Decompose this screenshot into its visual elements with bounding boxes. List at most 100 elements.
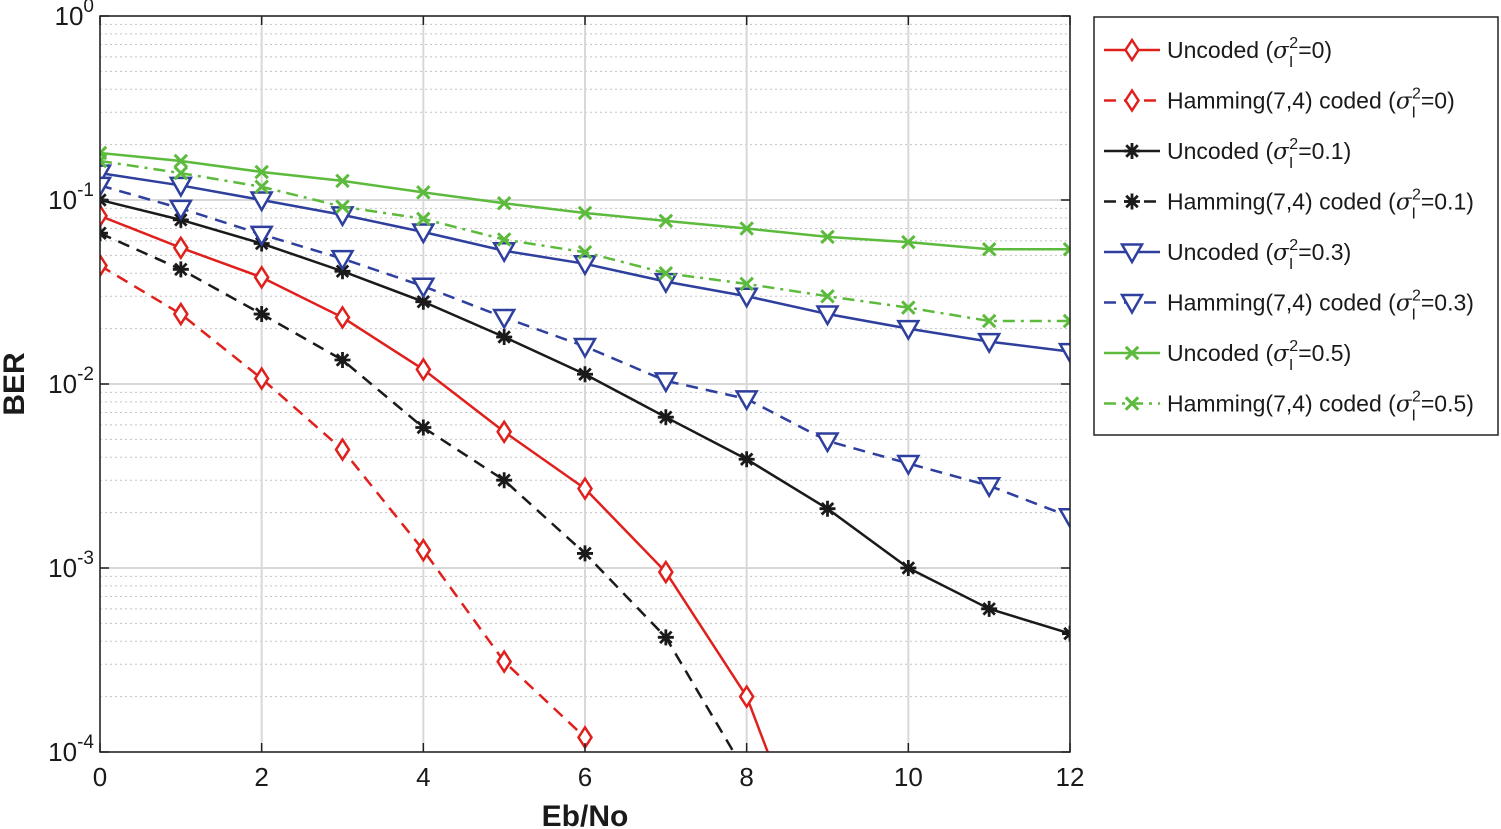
data-point xyxy=(981,313,997,329)
data-point xyxy=(334,305,351,330)
y-tick-label: 10-4 xyxy=(48,732,94,767)
data-point xyxy=(330,249,355,272)
data-point xyxy=(1124,143,1140,159)
grid xyxy=(99,15,1071,753)
ticks: 0 2 4 6 8 10 12 10-4 10-3 10-2 10-1 100 xyxy=(48,0,1084,792)
data-point xyxy=(577,476,593,501)
data-point xyxy=(168,176,193,198)
data-point xyxy=(577,366,593,383)
series-layer xyxy=(100,145,1070,752)
data-point xyxy=(253,306,270,323)
data-point xyxy=(896,319,921,342)
series-line xyxy=(100,264,586,739)
data-point xyxy=(577,244,593,260)
data-point xyxy=(173,153,189,169)
data-point xyxy=(1124,396,1140,411)
data-point xyxy=(173,165,189,181)
legend-item: Uncoded (σI2=0.5) xyxy=(1104,338,1351,374)
legend-label: Hamming(7,4) coded (σI2=0.5) xyxy=(1167,389,1474,425)
legend-label: Hamming(7,4) coded (σI2=0) xyxy=(1167,86,1455,122)
series-6 xyxy=(100,176,1070,530)
data-point xyxy=(734,390,759,412)
x-tick-label: 4 xyxy=(416,762,430,792)
data-point xyxy=(334,263,351,280)
data-point xyxy=(411,277,436,299)
data-point xyxy=(496,329,513,346)
data-point xyxy=(496,419,513,445)
data-point xyxy=(100,153,108,169)
data-point xyxy=(415,357,432,382)
data-point xyxy=(253,265,270,290)
legend-item: Uncoded (σI2=0) xyxy=(1104,35,1332,71)
data-point xyxy=(981,600,998,617)
data-point xyxy=(335,199,350,214)
legend-label: Hamming(7,4) coded (σI2=0.1) xyxy=(1167,187,1474,223)
x-tick-label: 0 xyxy=(93,762,107,792)
legend-item: Uncoded (σI2=0.3) xyxy=(1104,237,1351,273)
x-tick-label: 2 xyxy=(254,762,268,792)
data-point xyxy=(577,205,593,221)
data-point xyxy=(254,164,269,180)
data-point xyxy=(100,203,108,229)
data-point xyxy=(415,537,432,563)
x-axis-label: Eb/No xyxy=(542,800,629,829)
data-point xyxy=(1062,241,1070,257)
legend-label: Hamming(7,4) coded (σI2=0.3) xyxy=(1167,288,1474,324)
data-point xyxy=(1057,342,1070,365)
data-point xyxy=(100,176,113,198)
data-point xyxy=(1124,88,1140,113)
y-tick-label: 10-2 xyxy=(48,364,94,399)
data-point xyxy=(577,545,593,562)
data-point xyxy=(738,684,755,709)
data-point xyxy=(657,559,674,585)
data-point xyxy=(416,211,431,227)
data-point xyxy=(658,213,674,229)
data-point xyxy=(168,199,193,221)
y-axis-label: BER xyxy=(0,352,31,416)
data-point xyxy=(415,419,432,436)
legend-label: Uncoded (σI2=0.1) xyxy=(1167,136,1351,172)
data-point xyxy=(335,173,350,189)
series-1 xyxy=(100,203,770,752)
x-tick-label: 12 xyxy=(1056,762,1085,792)
x-tick-label: 6 xyxy=(578,762,592,792)
data-point xyxy=(1124,345,1140,361)
data-point xyxy=(172,261,189,278)
data-point xyxy=(334,437,351,462)
series-5 xyxy=(100,164,1070,365)
data-point xyxy=(334,352,351,369)
legend: Uncoded (σI2=0) Hamming(7,4) coded (σI2=0… xyxy=(1093,16,1499,436)
data-point xyxy=(739,221,754,236)
data-point xyxy=(172,235,189,261)
y-tick-label: 10-1 xyxy=(48,180,94,215)
data-point xyxy=(411,223,436,245)
data-point xyxy=(901,300,916,315)
x-tick-label: 8 xyxy=(739,762,753,792)
legend-item: Hamming(7,4) coded (σI2=0) xyxy=(1104,86,1455,122)
data-point xyxy=(100,253,108,278)
data-point xyxy=(653,372,678,394)
data-point xyxy=(249,191,274,213)
data-point xyxy=(496,196,512,211)
x-tick-label: 10 xyxy=(894,762,923,792)
data-point xyxy=(977,332,1002,355)
data-point xyxy=(253,366,270,391)
data-point xyxy=(657,629,674,646)
series-line xyxy=(100,232,736,752)
data-point xyxy=(1119,243,1145,265)
y-tick-label: 10-3 xyxy=(48,548,94,583)
data-point xyxy=(1124,37,1140,63)
series-line xyxy=(100,214,770,752)
data-point xyxy=(496,649,513,674)
data-point xyxy=(416,185,431,200)
legend-box xyxy=(1093,16,1499,436)
data-point xyxy=(820,288,835,304)
legend-label: Uncoded (σI2=0.5) xyxy=(1167,338,1351,374)
data-point xyxy=(896,454,921,476)
data-point xyxy=(249,225,274,247)
legend-item: Hamming(7,4) coded (σI2=0.5) xyxy=(1104,389,1474,425)
data-point xyxy=(496,232,512,247)
legend-item: Hamming(7,4) coded (σI2=0.1) xyxy=(1104,187,1474,223)
data-point xyxy=(819,500,836,517)
